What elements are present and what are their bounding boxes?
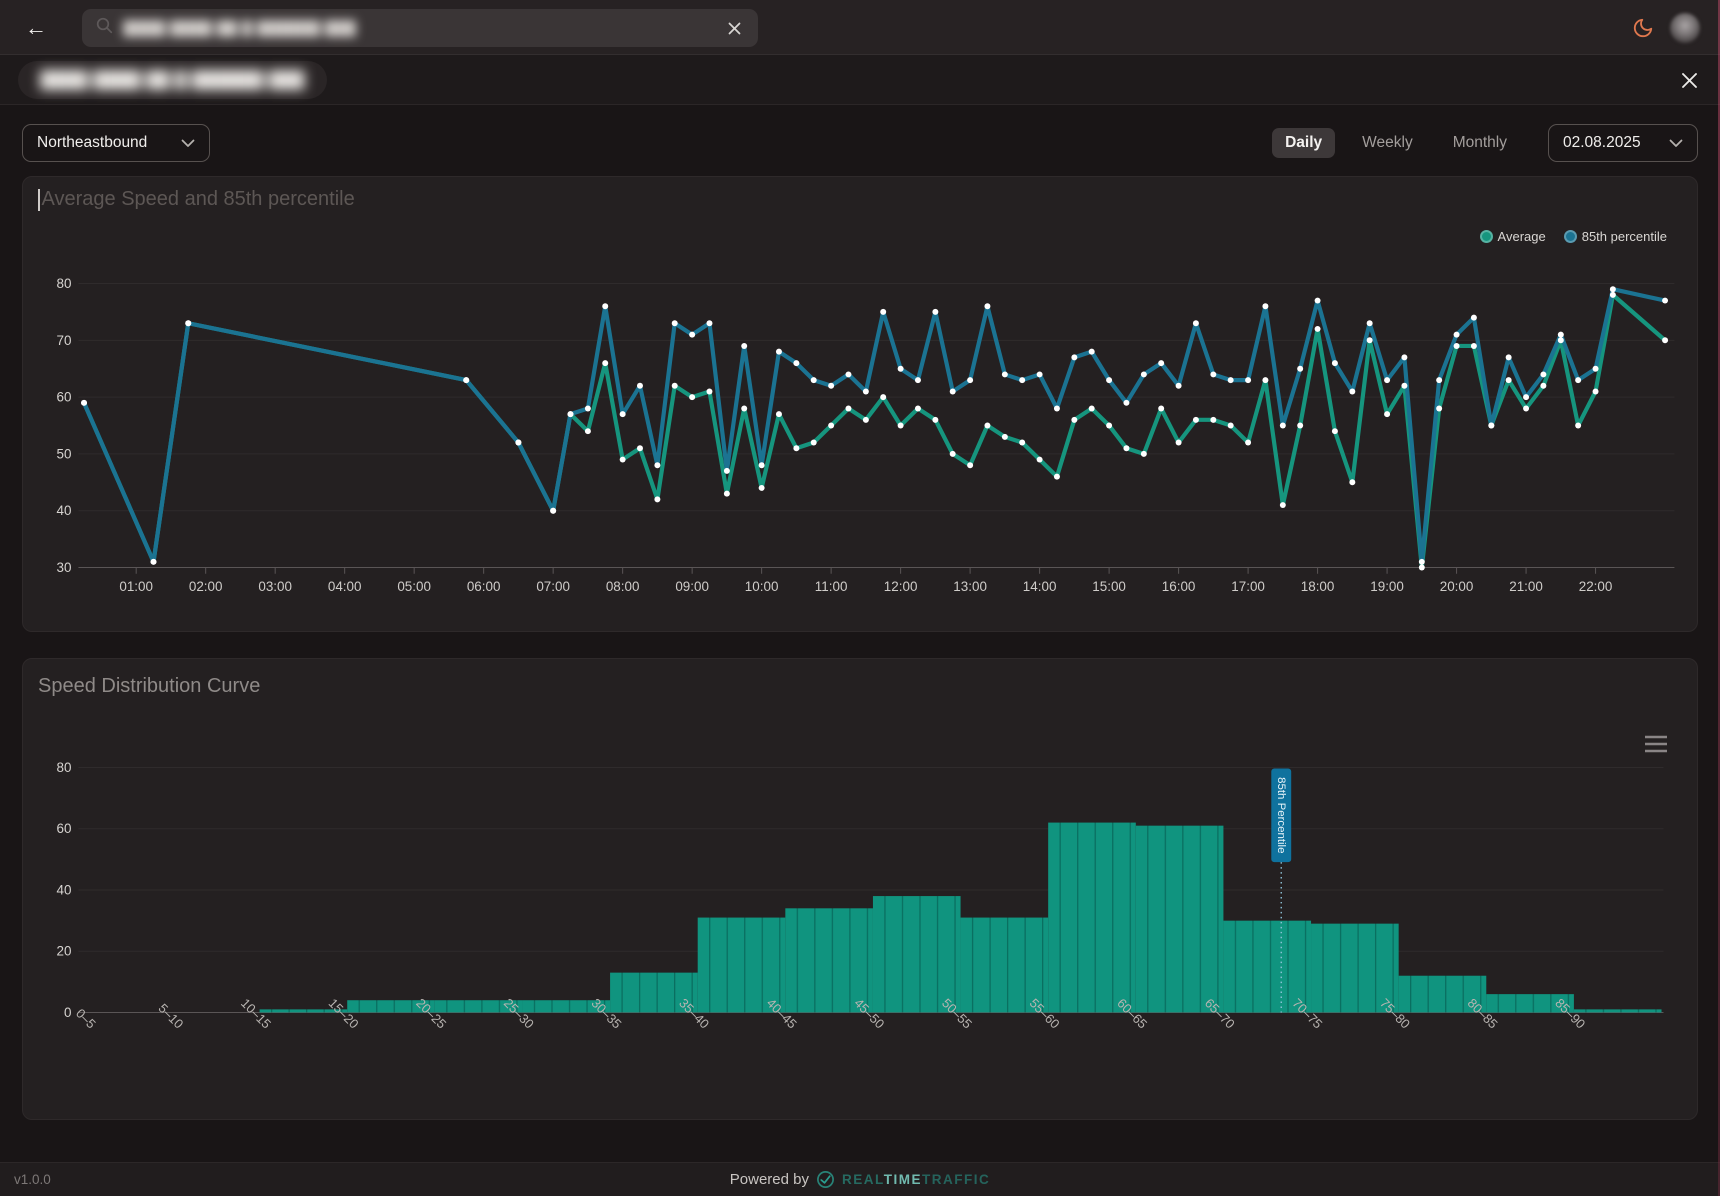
svg-text:16:00: 16:00 <box>1162 579 1196 594</box>
tab-daily[interactable]: Daily <box>1272 128 1336 158</box>
svg-text:12:00: 12:00 <box>884 579 918 594</box>
svg-text:10:00: 10:00 <box>745 579 779 594</box>
svg-text:17:00: 17:00 <box>1231 579 1265 594</box>
back-button[interactable]: ← <box>22 14 50 42</box>
direction-select-value: Northeastbound <box>37 134 148 151</box>
legend-label-average: Average <box>1497 229 1546 244</box>
dark-mode-moon-icon[interactable] <box>1632 17 1654 39</box>
line-chart-plot: 30 40 50 60 70 80 01:00 02:00 03:00 04:00 05:00 06:… <box>57 276 1675 594</box>
svg-text:07:00: 07:00 <box>536 579 570 594</box>
top-bar: ← ████ ████ ██ █ ██████ ███ <box>0 0 1720 55</box>
tab-weekly[interactable]: Weekly <box>1349 128 1426 158</box>
page-title-redacted: ████ ████ ██ █ ██████ ███ <box>40 70 305 89</box>
svg-text:20:00: 20:00 <box>1440 579 1474 594</box>
svg-text:02:00: 02:00 <box>189 579 223 594</box>
close-icon[interactable] <box>1676 67 1702 93</box>
tab-monthly[interactable]: Monthly <box>1440 128 1520 158</box>
period-tabs: Daily Weekly Monthly <box>1272 124 1520 162</box>
svg-text:80: 80 <box>57 276 72 291</box>
search-input[interactable]: ████ ████ ██ █ ██████ ███ <box>82 9 758 47</box>
search-clear-icon[interactable] <box>725 19 744 38</box>
svg-text:10–15: 10–15 <box>238 995 274 1031</box>
svg-text:20: 20 <box>56 944 71 959</box>
svg-text:50: 50 <box>57 446 72 461</box>
speed-distribution-panel: Speed Distribution Curve 0 20 40 60 80 0–5 5–1… <box>22 658 1698 1120</box>
svg-text:13:00: 13:00 <box>953 579 987 594</box>
chevron-down-icon <box>181 139 195 147</box>
title-bar: ████ ████ ██ █ ██████ ███ <box>0 55 1720 105</box>
svg-text:15:00: 15:00 <box>1092 579 1126 594</box>
powered-by: Powered by REALTIMETRAFFIC <box>729 1170 991 1189</box>
svg-text:40: 40 <box>57 503 72 518</box>
legend-item-85th[interactable]: 85th percentile <box>1563 229 1667 244</box>
svg-text:70: 70 <box>57 333 72 348</box>
brand-wordmark: REALTIMETRAFFIC <box>841 1172 991 1187</box>
realtimetraffic-logo-icon <box>816 1170 835 1189</box>
controls-row: Northeastbound Daily Weekly Monthly 02.0… <box>0 105 1720 177</box>
svg-text:03:00: 03:00 <box>258 579 292 594</box>
bar-chart-title: Speed Distribution Curve <box>38 675 261 697</box>
svg-text:01:00: 01:00 <box>119 579 153 594</box>
svg-text:04:00: 04:00 <box>328 579 362 594</box>
text-cursor <box>38 188 40 211</box>
legend-label-85th: 85th percentile <box>1581 229 1667 244</box>
svg-text:60: 60 <box>56 821 71 836</box>
search-icon <box>96 17 113 39</box>
line-chart-title: Average Speed and 85th percentile <box>38 188 355 211</box>
svg-text:22:00: 22:00 <box>1579 579 1613 594</box>
search-query-redacted: ████ ████ ██ █ ██████ ███ <box>123 19 357 37</box>
svg-text:19:00: 19:00 <box>1370 579 1404 594</box>
svg-text:60: 60 <box>57 390 72 405</box>
svg-text:06:00: 06:00 <box>467 579 501 594</box>
svg-text:0: 0 <box>64 1005 71 1020</box>
svg-text:85th Percentile: 85th Percentile <box>1275 777 1287 853</box>
svg-text:80: 80 <box>56 760 71 775</box>
svg-text:30: 30 <box>57 560 72 575</box>
svg-text:18:00: 18:00 <box>1301 579 1335 594</box>
page-title: ████ ████ ██ █ ██████ ███ <box>18 61 327 99</box>
date-select-value: 02.08.2025 <box>1563 134 1641 151</box>
svg-text:09:00: 09:00 <box>675 579 709 594</box>
svg-text:14:00: 14:00 <box>1023 579 1057 594</box>
direction-select[interactable]: Northeastbound <box>22 124 210 162</box>
svg-text:21:00: 21:00 <box>1509 579 1543 594</box>
legend-dot-average <box>1479 230 1493 243</box>
app-version: v1.0.0 <box>14 1172 51 1187</box>
date-select[interactable]: 02.08.2025 <box>1548 124 1698 162</box>
window-edge-highlight <box>1718 0 1720 1196</box>
legend-item-average[interactable]: Average <box>1479 229 1546 244</box>
chevron-down-icon <box>1669 139 1683 147</box>
footer: v1.0.0 Powered by REALTIMETRAFFIC <box>0 1162 1720 1196</box>
svg-text:40: 40 <box>56 882 71 897</box>
svg-text:11:00: 11:00 <box>815 579 848 594</box>
svg-text:0–5: 0–5 <box>73 1006 99 1032</box>
average-speed-chart-panel: Average Speed and 85th percentile Averag… <box>22 176 1698 632</box>
svg-text:5–10: 5–10 <box>155 1001 186 1032</box>
legend-dot-85th <box>1563 230 1577 243</box>
chart-menu-icon[interactable] <box>1643 733 1669 755</box>
svg-text:05:00: 05:00 <box>397 579 431 594</box>
top-bar-actions <box>1632 0 1700 55</box>
line-chart-legend: Average 85th percentile <box>1479 229 1667 244</box>
svg-text:08:00: 08:00 <box>606 579 640 594</box>
avatar[interactable] <box>1670 12 1700 43</box>
